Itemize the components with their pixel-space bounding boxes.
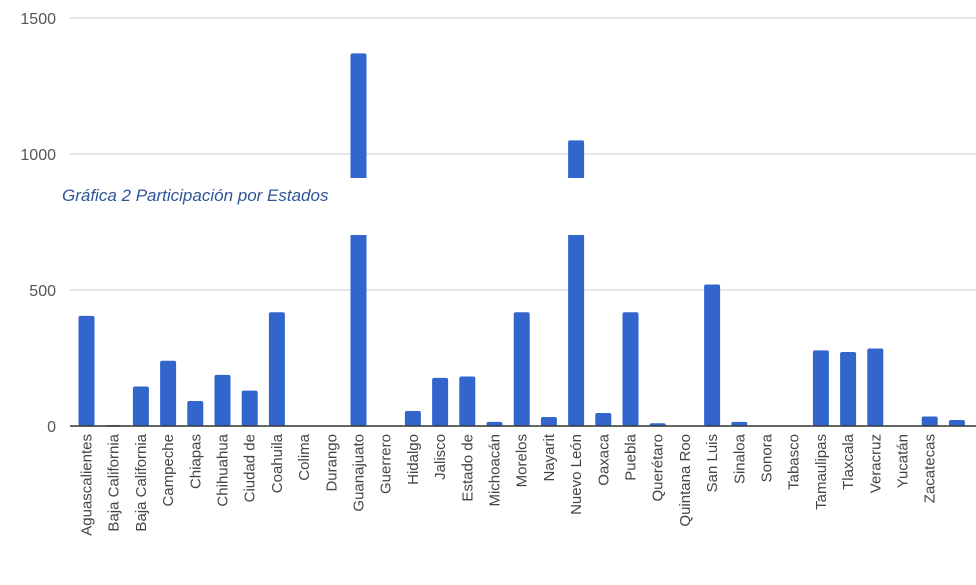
- bar: [731, 421, 748, 426]
- y-tick-label: 500: [29, 283, 56, 300]
- bar: [187, 400, 204, 426]
- category-label: Aguascalientes: [79, 434, 96, 536]
- category-label: Zacatecas: [922, 434, 939, 503]
- category-label: Colima: [296, 433, 313, 480]
- bar: [160, 360, 177, 426]
- bar: [486, 421, 503, 426]
- category-label: Veracruz: [867, 434, 884, 493]
- category-label: Guerrero: [378, 434, 395, 494]
- bar: [840, 352, 857, 426]
- bar: [704, 284, 721, 426]
- bar: [350, 53, 367, 427]
- category-label: Campeche: [160, 434, 177, 507]
- bar: [404, 411, 421, 426]
- category-label: Guanajuato: [351, 434, 368, 512]
- bar: [214, 374, 231, 426]
- category-label: Querétaro: [650, 434, 667, 502]
- bar: [241, 390, 258, 426]
- bar: [921, 416, 938, 426]
- category-label: Baja California: [106, 433, 123, 531]
- category-label: Baja California: [133, 433, 150, 531]
- bar: [432, 377, 449, 426]
- bar: [595, 412, 612, 426]
- bar: [132, 386, 149, 426]
- bars: [78, 53, 965, 427]
- category-label: Nayarit: [541, 433, 558, 481]
- figure-caption: Gráfica 2 Participación por Estados: [62, 186, 329, 205]
- category-label: San Luis: [704, 434, 721, 492]
- bar: [622, 312, 639, 426]
- category-label: Sinaloa: [731, 433, 748, 484]
- category-label: Coahuila: [269, 433, 286, 493]
- category-label: Chihuahua: [215, 433, 232, 506]
- category-label: Jalisco: [432, 434, 449, 480]
- caption-band: [60, 178, 976, 235]
- category-label: Quintana Roo: [677, 434, 694, 527]
- y-tick-label: 0: [47, 419, 56, 436]
- bar: [78, 315, 95, 426]
- bar: [867, 348, 884, 426]
- category-label: Hidalgo: [405, 434, 422, 485]
- y-tick-labels: 0 500 1000 1500: [20, 11, 56, 436]
- bar: [513, 312, 530, 426]
- category-label: Michoacán: [487, 434, 504, 507]
- category-label: Estado de: [459, 434, 476, 502]
- category-label: Morelos: [514, 434, 531, 487]
- category-label: Nuevo León: [568, 434, 585, 515]
- category-labels: Aguascalientes Baja California Baja Califo…: [79, 433, 939, 536]
- y-tick-label: 1500: [20, 11, 56, 28]
- bar: [268, 312, 285, 426]
- category-label: Tabasco: [786, 434, 803, 490]
- category-label: Chiapas: [187, 434, 204, 489]
- category-label: Sonora: [759, 433, 776, 482]
- category-label: Ciudad de: [242, 434, 259, 502]
- bar: [459, 376, 476, 426]
- bar: [812, 350, 829, 426]
- category-label: Tamaulipas: [813, 434, 830, 510]
- category-label: Yucatán: [895, 434, 912, 488]
- gridlines: [70, 17, 976, 291]
- category-label: Puebla: [623, 433, 640, 480]
- category-label: Durango: [323, 434, 340, 492]
- bar: [540, 417, 557, 426]
- y-tick-label: 1000: [20, 147, 56, 164]
- category-label: Tlaxcala: [840, 433, 857, 490]
- category-label: Oaxaca: [595, 433, 612, 485]
- bar: [948, 420, 965, 426]
